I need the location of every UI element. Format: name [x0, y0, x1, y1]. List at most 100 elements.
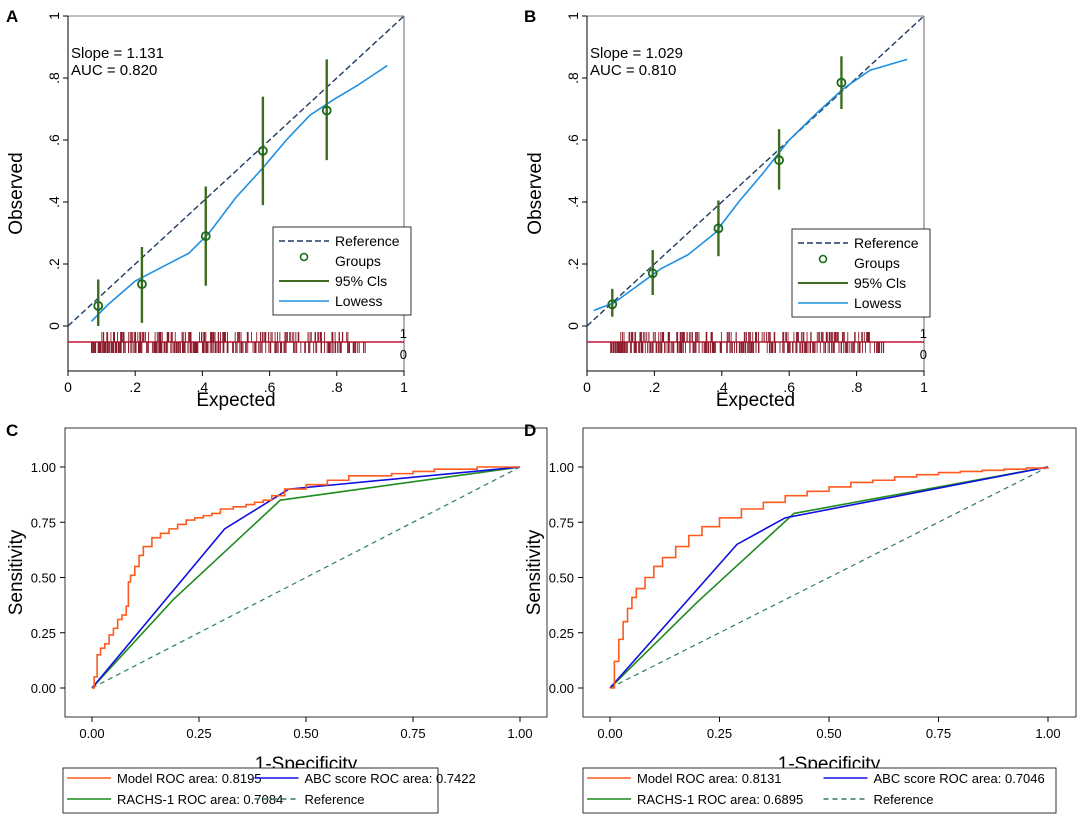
y-tick-label: .6	[565, 134, 581, 146]
x-tick-label: 0.25	[707, 726, 732, 741]
y-tick-label: 0.50	[31, 571, 56, 586]
legend-label: ABC score ROC area: 0.7422	[305, 771, 476, 786]
y-tick-label: 1.00	[549, 460, 574, 475]
x-tick-label: .4	[716, 379, 728, 395]
y-tick-label: 0	[46, 322, 62, 330]
rug-label-nonevent: 0	[400, 347, 407, 362]
rachs-roc-curve	[91, 466, 521, 689]
x-tick-label: .6	[783, 379, 795, 395]
x-tick-label: 1.00	[1035, 726, 1060, 741]
abc-roc-curve	[609, 466, 1049, 689]
y-axis-title: Sensitivity	[6, 529, 27, 615]
x-tick-label: 0.75	[926, 726, 951, 741]
y-tick-label: 1	[46, 12, 62, 20]
reference-line	[609, 466, 1049, 689]
x-tick-label: 0.00	[597, 726, 622, 741]
legend-label: Lowess	[335, 293, 382, 309]
slope-annotation: Slope = 1.029	[590, 45, 683, 62]
auc-annotation: AUC = 0.810	[590, 62, 676, 79]
panel-letter-d: D	[524, 421, 536, 440]
rug-label-event: 1	[920, 326, 927, 341]
x-tick-label: .8	[851, 379, 863, 395]
x-tick-label: 0.50	[293, 726, 318, 741]
reference-line	[67, 15, 405, 327]
x-tick-label: 0	[583, 379, 591, 395]
abc-roc-curve	[91, 466, 521, 689]
legend-label: Reference	[874, 792, 934, 807]
group-marker	[321, 105, 332, 116]
legend-label: Reference	[305, 792, 365, 807]
rug-label-nonevent: 0	[920, 347, 927, 362]
x-tick-label: 1.00	[507, 726, 532, 741]
legend-label: Model ROC area: 0.8195	[117, 771, 262, 786]
x-tick-label: 0.00	[79, 726, 104, 741]
x-tick-label: 0.50	[816, 726, 841, 741]
y-tick-label: 0.50	[549, 571, 574, 586]
panel-a: A 0 .2 .4 .6 .8 1 0 .2 .4 .6 .8 1 Expected Observed Sl…	[6, 7, 412, 411]
x-tick-label: 0.25	[186, 726, 211, 741]
y-tick-label: .6	[46, 134, 62, 146]
legend-label: Lowess	[854, 295, 901, 311]
y-tick-label: .4	[565, 196, 581, 208]
y-tick-label: .8	[565, 72, 581, 84]
y-tick-label: .2	[565, 258, 581, 270]
legend-swatch-groups	[299, 252, 309, 262]
group-marker	[647, 268, 658, 279]
group-marker	[607, 299, 618, 310]
group-marker	[774, 155, 784, 166]
legend-label: Reference	[335, 233, 400, 249]
reference-line	[586, 15, 925, 327]
group-marker	[137, 279, 147, 290]
x-tick-label: .2	[129, 379, 141, 395]
y-tick-label: 0.00	[31, 681, 56, 696]
legend-label: RACHS-1 ROC area: 0.6895	[637, 792, 803, 807]
legend-label: Groups	[854, 255, 900, 271]
group-marker	[93, 300, 104, 311]
panel-d: D 0.00 0.25 0.50 0.75 1.00 0.00 0.25 0.50 0.75 1.…	[524, 421, 1077, 814]
x-tick-label: .6	[264, 379, 276, 395]
y-tick-label: 0.00	[549, 681, 574, 696]
x-tick-label: .2	[649, 379, 661, 395]
legend-label: 95% Cls	[335, 273, 387, 289]
slope-annotation: Slope = 1.131	[71, 45, 164, 62]
plot-region-frame	[582, 427, 1077, 718]
y-axis-title: Observed	[525, 152, 546, 234]
y-tick-label: 0.25	[549, 626, 574, 641]
y-tick-label: 0	[565, 322, 581, 330]
y-tick-label: 1	[565, 12, 581, 20]
y-tick-label: .8	[46, 72, 62, 84]
x-tick-label: 0.75	[400, 726, 425, 741]
legend-label: Reference	[854, 235, 919, 251]
legend-label: Groups	[335, 253, 381, 269]
legend-box	[582, 767, 1057, 814]
auc-annotation: AUC = 0.820	[71, 62, 157, 79]
y-tick-label: 0.75	[549, 515, 574, 530]
x-axis-title: Expected	[716, 390, 795, 411]
reference-line	[91, 466, 521, 689]
group-marker	[200, 231, 211, 242]
legend-box	[62, 767, 439, 814]
panel-c: C 0.00 0.25 0.50 0.75 1.00 0.00 0.25 0.50 0.75 1.…	[6, 421, 548, 814]
group-marker	[836, 77, 847, 88]
y-tick-label: 1.00	[31, 460, 56, 475]
rachs-roc-curve	[609, 466, 1049, 689]
x-tick-label: 1	[920, 379, 928, 395]
model-roc-curve	[92, 466, 520, 689]
panel-letter-a: A	[6, 7, 18, 26]
group-marker	[713, 223, 724, 234]
y-tick-label: .4	[46, 196, 62, 208]
legend-label: RACHS-1 ROC area: 0.7084	[117, 792, 283, 807]
lowess-line	[593, 58, 908, 312]
legend-label: 95% Cls	[854, 275, 906, 291]
group-marker	[257, 145, 268, 156]
y-tick-label: 0.25	[31, 626, 56, 641]
y-tick-label: 0.75	[31, 515, 56, 530]
x-tick-label: .4	[197, 379, 209, 395]
legend-swatch-groups	[818, 254, 828, 264]
x-tick-label: .8	[331, 379, 343, 395]
legend-label: ABC score ROC area: 0.7046	[874, 771, 1045, 786]
x-tick-label: 1	[400, 379, 408, 395]
model-roc-curve	[610, 467, 1049, 689]
panel-letter-c: C	[6, 421, 18, 440]
